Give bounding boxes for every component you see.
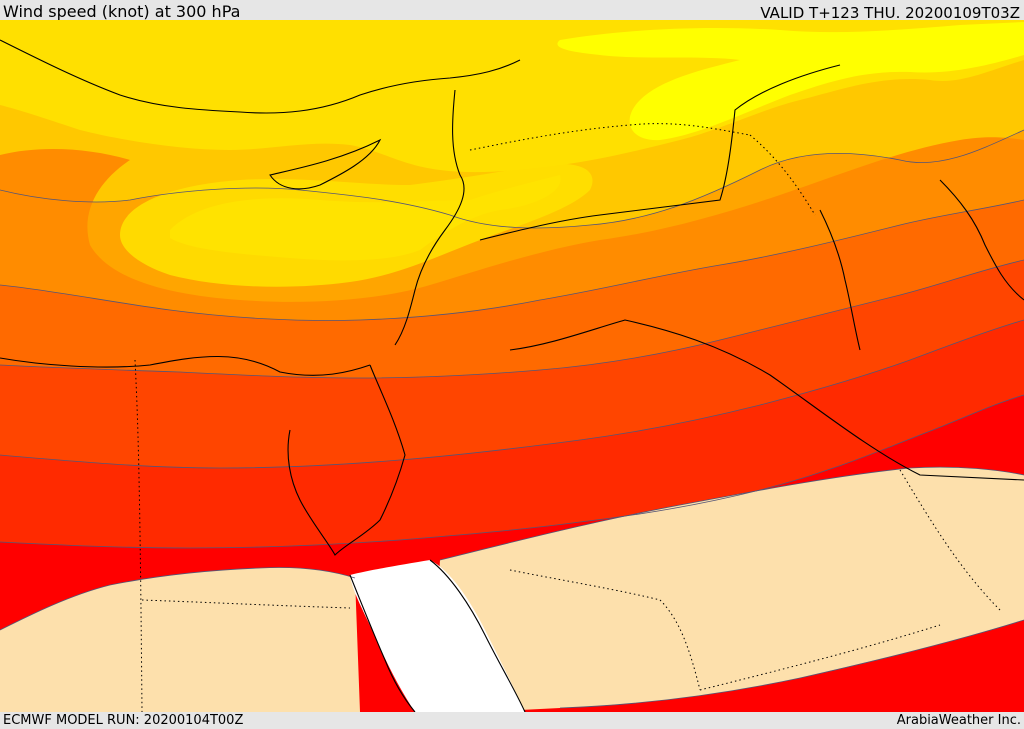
band-orange xyxy=(0,200,1024,378)
dotted-border-turkey-syria xyxy=(469,123,751,151)
coastline-red-sea-west xyxy=(349,574,416,712)
coastline-iran xyxy=(939,179,1024,301)
credit-label: ArabiaWeather Inc. xyxy=(896,713,1021,728)
coastline-egypt-north xyxy=(0,355,371,376)
low-wind-area-southeast xyxy=(430,467,1024,712)
border-iraq-jordan xyxy=(479,64,841,241)
valid-time: VALID T+123 THU. 20200109T03Z xyxy=(760,4,1020,22)
map-title: Wind speed (knot) at 300 hPa xyxy=(3,2,241,21)
coastline-persian-gulf xyxy=(819,209,861,351)
coastline-levant xyxy=(394,89,465,346)
band-orange-red xyxy=(0,260,1024,468)
coastline-sinai-gulfs xyxy=(287,364,406,556)
red-strip-southeast xyxy=(560,620,1024,712)
wind-speed-map xyxy=(0,20,1024,712)
band-yellow-north xyxy=(557,22,1024,141)
contour-7 xyxy=(439,466,1024,561)
band-light-orange xyxy=(0,137,1024,321)
contour-1 xyxy=(0,129,1024,229)
footer-bar: ECMWF MODEL RUN: 20200104T00Z ArabiaWeat… xyxy=(0,712,1024,729)
band-red-orange xyxy=(0,320,1024,548)
dotted-border-iraq-iran xyxy=(749,134,816,216)
band-yellow-gold-center xyxy=(120,163,593,287)
contour-4 xyxy=(0,319,1024,469)
coastline-turkey xyxy=(0,39,521,114)
header-bar: Wind speed (knot) at 300 hPa VALID T+123… xyxy=(0,0,1024,22)
red-sea xyxy=(350,560,525,712)
dotted-border-egypt-sudan xyxy=(141,599,351,609)
model-run-label: ECMWF MODEL RUN: 20200104T00Z xyxy=(3,713,244,728)
contour-3 xyxy=(0,259,1024,379)
coastline-red-sea-east xyxy=(429,559,526,712)
dotted-border-yemen xyxy=(699,624,941,691)
contour-6 xyxy=(0,567,356,631)
coastline-cyprus xyxy=(269,138,382,190)
border-saudi-north xyxy=(509,319,1024,481)
contour-8 xyxy=(559,619,1024,709)
contour-5 xyxy=(0,394,1024,549)
low-wind-area-southwest xyxy=(0,567,360,712)
contour-2 xyxy=(0,199,1024,321)
